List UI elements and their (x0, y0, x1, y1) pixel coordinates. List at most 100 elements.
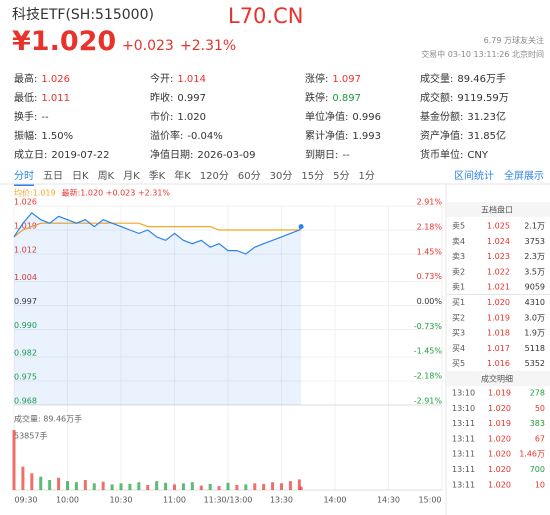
y-tick-label: 1.012 (14, 246, 37, 255)
volume-tick-label: 53857手 (14, 431, 47, 441)
y-tick-label: 0.990 (14, 321, 37, 330)
followers: 6.79 万球友关注 (483, 36, 544, 45)
panel-title: 成交明细 (481, 374, 513, 384)
stat: 到期日: -- (305, 146, 350, 161)
tab[interactable]: 分时 (14, 167, 34, 186)
tabs: 分时 五日 日K 周K 月K 季K 年K 120分 60分 30分 15分 5分 1分 (14, 167, 384, 186)
book-label: 卖2 (452, 267, 465, 276)
tab[interactable]: 120分 (199, 171, 229, 182)
stat-label: 成交额: (420, 93, 454, 104)
trade-time: 13:11 (452, 465, 475, 474)
stat-value: 1.026 (41, 74, 71, 85)
stat: 资产净值: 31.85亿 (420, 127, 506, 142)
stat-value: 0.897 (332, 93, 362, 104)
trade-volume: 10 (535, 480, 545, 489)
trade-time: 13:10 (452, 389, 475, 398)
tab[interactable]: 年K (174, 171, 191, 182)
volume-bar (92, 483, 96, 490)
trade-volume: 383 (530, 419, 545, 428)
trade-price: 1.019 (488, 419, 511, 428)
stat: 振幅: 1.50% (14, 127, 73, 142)
book-label: 买4 (452, 344, 465, 353)
trade-volume: 278 (530, 389, 545, 398)
stat-value: 9119.59万 (457, 93, 509, 104)
volume-bar (235, 484, 239, 490)
tools: 区间统计 全屏展示 (444, 167, 544, 182)
volume-bar (299, 486, 303, 490)
tab[interactable]: 60分 (237, 171, 261, 182)
stat-label: 市价: (150, 112, 174, 123)
stat-value: -- (342, 150, 350, 161)
tab[interactable]: 五日 (43, 171, 63, 182)
stat-label: 成立日: (14, 150, 48, 161)
last-point (298, 224, 304, 230)
volume-title: 成交量: 89.46万手 (14, 414, 82, 424)
trade-time: 13:11 (452, 450, 475, 459)
stat-label: 到期日: (305, 150, 339, 161)
volume-bar (21, 466, 25, 490)
volume-bar (208, 483, 212, 490)
book-price: 1.023 (487, 252, 510, 261)
trade-price: 1.020 (488, 404, 511, 413)
stat-value: -0.04% (187, 131, 223, 142)
x-tick-label: 11:30/13:00 (204, 496, 253, 505)
y-tick-label: 1.026 (14, 198, 37, 207)
book-label: 买5 (452, 359, 465, 368)
book-price: 1.022 (487, 267, 510, 276)
legend-entry: 最新:1.020 +0.023 +2.31% (62, 188, 171, 198)
x-tick-label: 14:00 (323, 496, 346, 505)
tab[interactable]: 5分 (333, 171, 350, 182)
tool[interactable]: 区间统计 (454, 171, 494, 182)
stat-label: 基金份额: (420, 112, 464, 123)
tab[interactable]: 30分 (269, 171, 293, 182)
tab[interactable]: 月K (123, 171, 140, 182)
book-volume: 4310 (525, 298, 545, 307)
x-tick-label: 10:00 (56, 496, 79, 505)
series-line (13, 212, 302, 255)
stat-value: 0.996 (352, 112, 382, 123)
volume-bar (30, 473, 34, 490)
book-label: 买1 (452, 298, 465, 307)
book-price: 1.016 (487, 359, 510, 368)
stat: 成交额: 9119.59万 (420, 89, 509, 104)
tab[interactable]: 1分 (358, 171, 375, 182)
volume-bar (155, 481, 159, 490)
tab[interactable]: 日K (72, 171, 89, 182)
volume-bar (74, 482, 78, 490)
tool[interactable]: 全屏展示 (504, 171, 544, 182)
panel-header (447, 202, 550, 217)
stat: 累计净值: 1.993 (305, 127, 381, 142)
stat-label: 振幅: (14, 131, 38, 142)
volume-bar (181, 483, 185, 490)
stat: 最低: 1.011 (14, 89, 70, 104)
book-price: 1.021 (487, 283, 510, 292)
book-volume: 5352 (525, 359, 545, 368)
book-price: 1.019 (487, 313, 510, 322)
x-tick-label: 14:30 (377, 496, 400, 505)
stat-value: 1.020 (177, 112, 207, 123)
tab[interactable]: 15分 (301, 171, 325, 182)
book-volume: 1.9万 (524, 329, 545, 338)
trade-price: 1.020 (488, 434, 511, 443)
book-volume: 3.5万 (524, 267, 545, 276)
stat-value: CNY (467, 150, 488, 161)
trade-time: 13:10 (452, 404, 475, 413)
trade-volume: 700 (530, 465, 545, 474)
stat-label: 今开: (150, 74, 174, 85)
tab[interactable]: 周K (97, 171, 115, 182)
book-label: 买2 (452, 313, 465, 322)
volume-bar (226, 482, 230, 490)
watermark: L70.CN (228, 4, 304, 28)
volume-bar (66, 481, 69, 490)
trade-volume: 1.46万 (519, 450, 545, 459)
trade-time: 13:11 (452, 434, 475, 443)
y2-tick-label: 2.18% (417, 222, 443, 231)
stat-label: 累计净值: (305, 131, 349, 142)
trade-price: 1.020 (488, 480, 511, 489)
tab[interactable]: 季K (148, 171, 166, 182)
volume-bar (173, 484, 176, 490)
x-tick-label: 09:30 (14, 496, 37, 505)
stat: 今开: 1.014 (150, 70, 206, 85)
volume-bar (217, 486, 221, 490)
